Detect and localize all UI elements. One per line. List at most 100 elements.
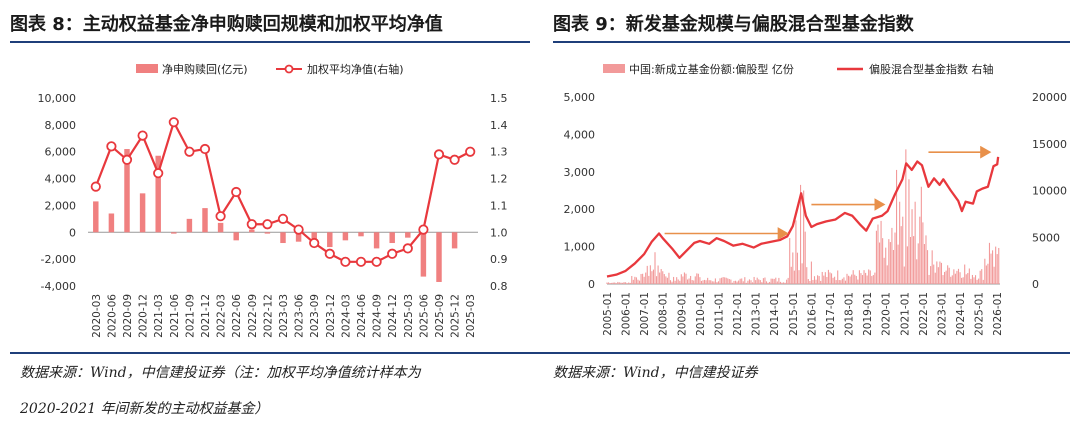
right-y-tick-label: 1.0 [490,226,508,239]
bar [810,261,812,284]
right-y-tick-label: 1.2 [490,173,508,186]
bar [820,280,822,284]
bar [951,275,953,284]
bar [871,276,873,284]
x-tick-label: 2013-01 [751,292,763,336]
bar [992,250,994,284]
bar [631,275,633,284]
nav-point [449,154,460,165]
bar [634,276,636,284]
legend-bar-label: 中国:新成立基金份额:偏股型 亿份 [629,62,794,76]
bar [786,279,788,284]
x-tick-label: 2022-06 [231,294,243,338]
bar [654,252,656,284]
left-source-line1: 数据来源：Wind，中信建投证券（注：加权平均净值统计样本为 [20,365,421,381]
bar [934,272,936,284]
bar [953,269,955,284]
bar [967,273,969,284]
bar [739,278,741,284]
bar [750,280,752,284]
x-tick-label: 2017-01 [825,292,837,336]
bar [889,242,891,284]
bar [888,239,890,284]
bar [818,276,820,284]
bar [626,283,628,284]
bar [868,269,870,284]
bar [721,277,723,284]
bar [660,269,662,284]
bar [652,269,655,284]
x-tick-label: 2022-12 [262,294,274,338]
bar [741,278,743,284]
bar [885,247,887,284]
bar [264,232,271,234]
bar [995,246,997,284]
nav-point [371,256,382,267]
x-tick-label: 2020-03 [91,294,103,338]
x-tick-label: 2023-03 [278,294,290,338]
x-tick-label: 2019-01 [862,292,874,336]
legend-bar-label: 净申购赎回(亿元) [162,62,248,76]
bar [923,244,925,284]
bar [707,277,709,284]
bar [976,279,978,284]
left-y-tick-label: 2,000 [45,199,77,212]
left-y-tick-label: -2,000 [41,253,76,266]
bar [869,270,871,284]
bar [897,244,899,284]
bottom-rule [10,352,1070,354]
bar [826,276,828,284]
bar [830,273,833,284]
right-y-tick-label: 1.4 [490,119,508,132]
x-tick-label: 2025-06 [418,294,430,338]
x-tick-label: 2011-01 [713,292,725,336]
bar [930,266,932,284]
left-y-tick-label: 6,000 [45,146,77,159]
bar [620,282,622,284]
bar [609,283,611,284]
bar [792,252,794,284]
bar [957,268,960,284]
bar [747,280,749,284]
x-tick-label: 2008-01 [658,292,670,336]
bar [775,277,777,284]
x-tick-label: 2023-09 [309,294,321,338]
bar [611,282,613,284]
bar [649,265,651,284]
bar [186,218,193,233]
bar [734,280,737,284]
bar [663,274,665,284]
bar [832,277,834,284]
bar [722,277,724,284]
x-tick-label: 2023-01 [936,292,948,336]
bar [857,279,859,284]
x-tick-label: 2014-01 [769,292,781,336]
bar [928,274,930,284]
bar [902,216,904,284]
bar [981,269,983,284]
bar [903,266,905,284]
bar [866,275,868,284]
bar [965,274,967,284]
bar [846,273,848,284]
bar [993,266,995,284]
bar [638,280,641,284]
bar [342,232,349,241]
nav-point [199,143,211,155]
bar [405,232,411,238]
bar [628,282,630,284]
x-tick-label: 2025-12 [450,294,462,338]
bar [801,263,803,284]
right-y-tick-label: 0 [1032,278,1039,291]
bar [782,282,785,284]
bar [933,264,935,284]
bar [942,275,944,284]
bar [702,280,704,284]
bar [922,222,924,284]
bar [789,238,791,284]
bar [765,281,768,284]
bar [900,226,902,284]
bar [880,220,882,284]
bar [669,280,672,284]
bar [806,267,808,284]
